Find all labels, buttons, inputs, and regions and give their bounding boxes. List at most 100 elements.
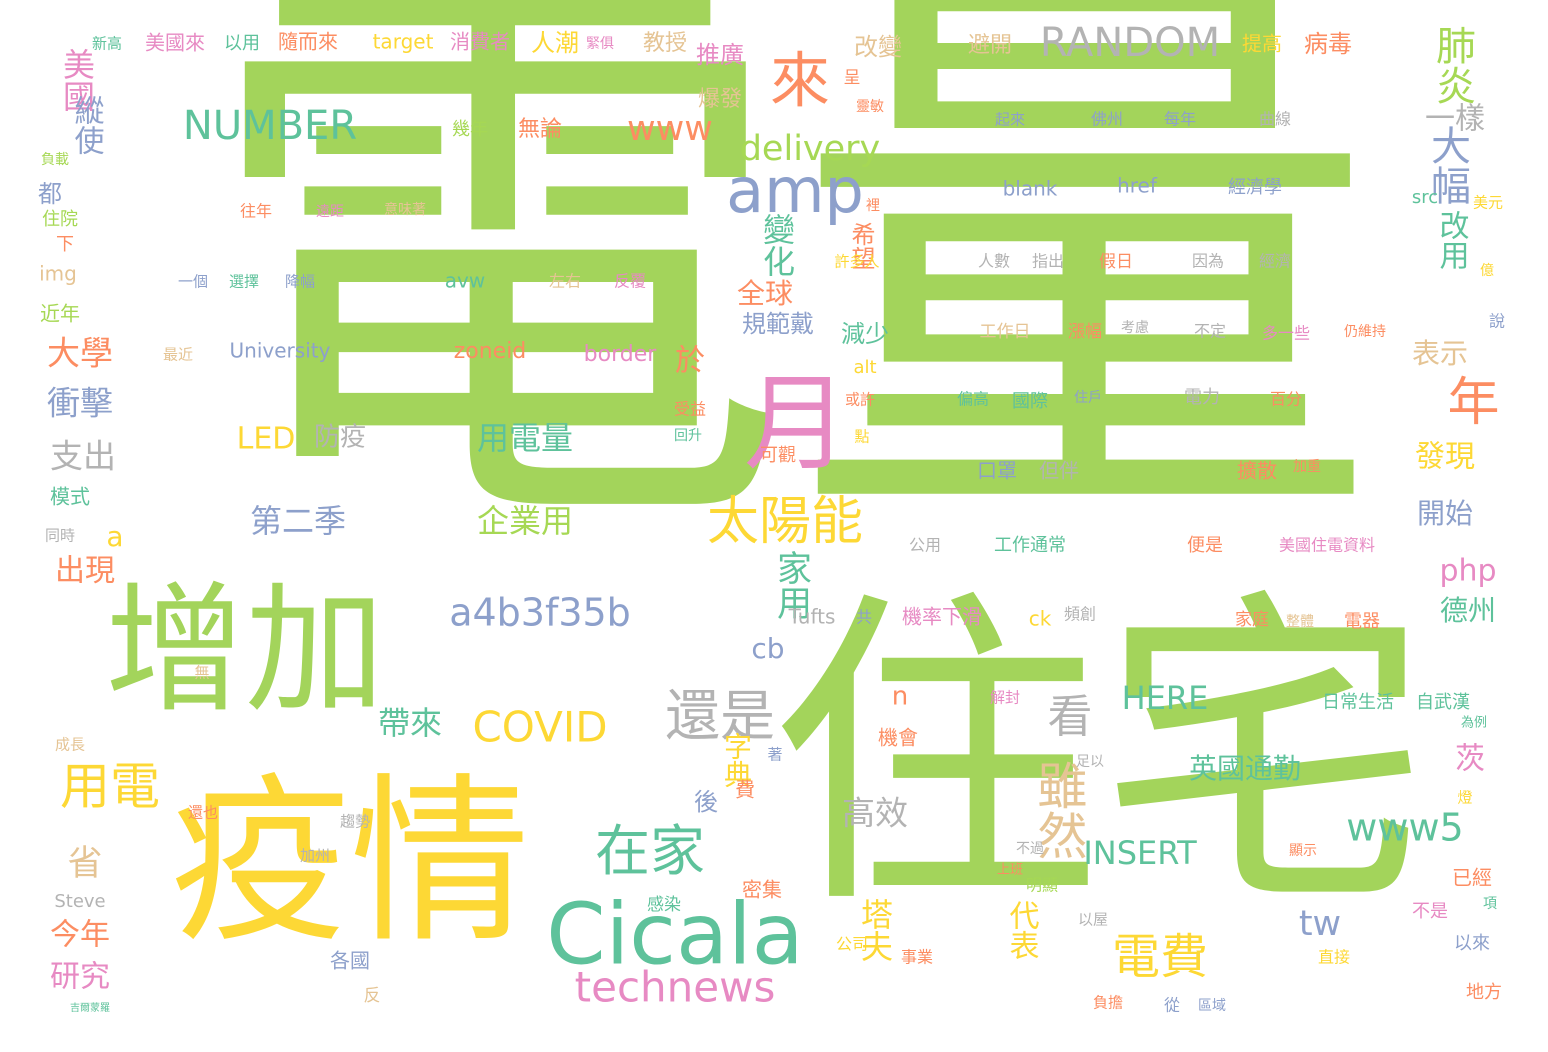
cloud-word: 不過 xyxy=(1016,841,1044,857)
cloud-word: 回升 xyxy=(674,428,702,444)
cloud-word: 第二季 xyxy=(250,502,346,540)
cloud-word: 肺炎 xyxy=(1429,25,1475,105)
cloud-word: 費 xyxy=(735,778,755,802)
cloud-word: 曲線 xyxy=(1259,110,1291,129)
cloud-word: 工作日 xyxy=(980,322,1031,342)
cloud-word: 直接 xyxy=(1318,948,1350,967)
cloud-word: 足以 xyxy=(1076,754,1104,770)
cloud-word: 降幅 xyxy=(285,273,315,291)
cloud-word: cb xyxy=(751,632,784,665)
cloud-word: 點 xyxy=(854,428,869,446)
cloud-word: 往年 xyxy=(240,202,272,221)
cloud-word: 大幅 xyxy=(1424,125,1470,205)
cloud-word: 住院 xyxy=(42,209,78,230)
cloud-word: 負擔 xyxy=(1093,994,1123,1012)
cloud-word: 日常生活 xyxy=(1322,692,1394,713)
cloud-word: href xyxy=(1117,174,1158,198)
cloud-word: 美國來 xyxy=(145,31,205,55)
cloud-word: 表示 xyxy=(1412,337,1468,370)
cloud-word: 趨勢 xyxy=(340,813,370,831)
cloud-word: img xyxy=(39,262,77,286)
cloud-word: 每年 xyxy=(1164,110,1196,129)
cloud-word: www xyxy=(627,109,713,149)
cloud-word: 假日 xyxy=(1099,252,1133,272)
cloud-word: 爆發 xyxy=(698,87,742,112)
cloud-word: 許多人 xyxy=(834,253,879,271)
cloud-word: Cicala xyxy=(546,885,804,984)
cloud-word: 一樣 xyxy=(1425,102,1485,137)
cloud-word: 美元 xyxy=(1473,194,1503,212)
cloud-word: 說 xyxy=(1489,312,1505,331)
cloud-word: 多一些 xyxy=(1262,324,1310,343)
cloud-word: 偏高 xyxy=(957,390,989,409)
cloud-word: 防疫 xyxy=(314,423,366,453)
cloud-word: 以來 xyxy=(1454,933,1490,954)
cloud-word: alt xyxy=(853,357,876,378)
cloud-word: 加州 xyxy=(300,847,330,865)
cloud-word: 人潮 xyxy=(531,29,579,57)
cloud-word: 經濟學 xyxy=(1228,177,1282,198)
cloud-word: 疫情 xyxy=(170,758,530,967)
cloud-word: src xyxy=(1412,187,1438,208)
cloud-word: a xyxy=(106,520,123,553)
cloud-word: n xyxy=(892,682,908,712)
cloud-word: 避開 xyxy=(968,33,1012,58)
cloud-word: 代表 xyxy=(1004,900,1040,960)
cloud-word: 意味著 xyxy=(384,201,426,218)
cloud-word: 負載 xyxy=(41,152,69,168)
cloud-word: 後 xyxy=(694,788,718,816)
cloud-word: 雖然 xyxy=(1030,760,1088,860)
cloud-word: 家用 xyxy=(771,550,811,620)
cloud-word: 指出 xyxy=(1032,252,1064,271)
cloud-word: blank xyxy=(1003,177,1058,201)
cloud-word: 太陽能 xyxy=(707,492,863,552)
cloud-word: 希望 xyxy=(847,222,875,270)
cloud-word: 仍維持 xyxy=(1344,324,1386,340)
cloud-word: 電量 xyxy=(200,0,1380,601)
cloud-word: 佛州 xyxy=(1091,110,1123,129)
cloud-word: 來 xyxy=(770,47,830,117)
cloud-word: 左右 xyxy=(549,272,581,291)
cloud-word: 緊俱 xyxy=(586,36,614,52)
cloud-word: 在家 xyxy=(595,819,705,883)
cloud-word: NUMBER xyxy=(183,103,357,149)
cloud-word: 縱使 xyxy=(69,95,105,155)
cloud-word: 億 xyxy=(1480,263,1494,279)
cloud-word: 電費 xyxy=(1112,929,1208,985)
cloud-word: 看 xyxy=(1047,690,1092,743)
cloud-word: 不定 xyxy=(1194,322,1226,341)
cloud-word: 加重 xyxy=(1293,459,1321,475)
cloud-word: 項 xyxy=(1483,896,1497,912)
cloud-word: 最近 xyxy=(163,346,193,364)
cloud-word: 用電 xyxy=(60,758,160,816)
cloud-word: technews xyxy=(575,963,776,1012)
cloud-word: 改用 xyxy=(1434,210,1470,270)
cloud-word: Steve xyxy=(54,891,105,912)
cloud-word: 新高 xyxy=(92,35,122,53)
cloud-word: 受益 xyxy=(674,400,706,419)
cloud-word: ck xyxy=(1029,607,1052,631)
cloud-word: 幾年 xyxy=(452,119,488,140)
cloud-word: COVID xyxy=(472,703,607,752)
cloud-word: 著 xyxy=(767,746,782,764)
cloud-word: 家庭 xyxy=(1235,610,1269,630)
cloud-word: 密集 xyxy=(742,878,782,902)
cloud-word: 機率下滑 xyxy=(902,605,982,629)
cloud-word: 從 xyxy=(1164,996,1180,1015)
cloud-word: 選擇 xyxy=(229,273,259,291)
cloud-word: 自武漢 xyxy=(1416,692,1470,713)
cloud-word: University xyxy=(230,339,331,363)
cloud-word: 下 xyxy=(56,234,74,255)
cloud-word: 改變 xyxy=(854,33,902,61)
cloud-word: 大學 xyxy=(47,334,113,373)
cloud-word: 漲幅 xyxy=(1068,322,1102,342)
cloud-word: 解封 xyxy=(990,689,1020,707)
cloud-word: LED xyxy=(237,422,296,457)
cloud-word: 地方 xyxy=(1466,982,1502,1003)
cloud-word: 還也 xyxy=(188,804,218,822)
cloud-word: 明顯 xyxy=(1026,876,1058,895)
cloud-word: 住宅 xyxy=(770,564,1430,948)
cloud-word: 顯示 xyxy=(1289,843,1317,859)
cloud-word: 頻創 xyxy=(1064,605,1096,624)
